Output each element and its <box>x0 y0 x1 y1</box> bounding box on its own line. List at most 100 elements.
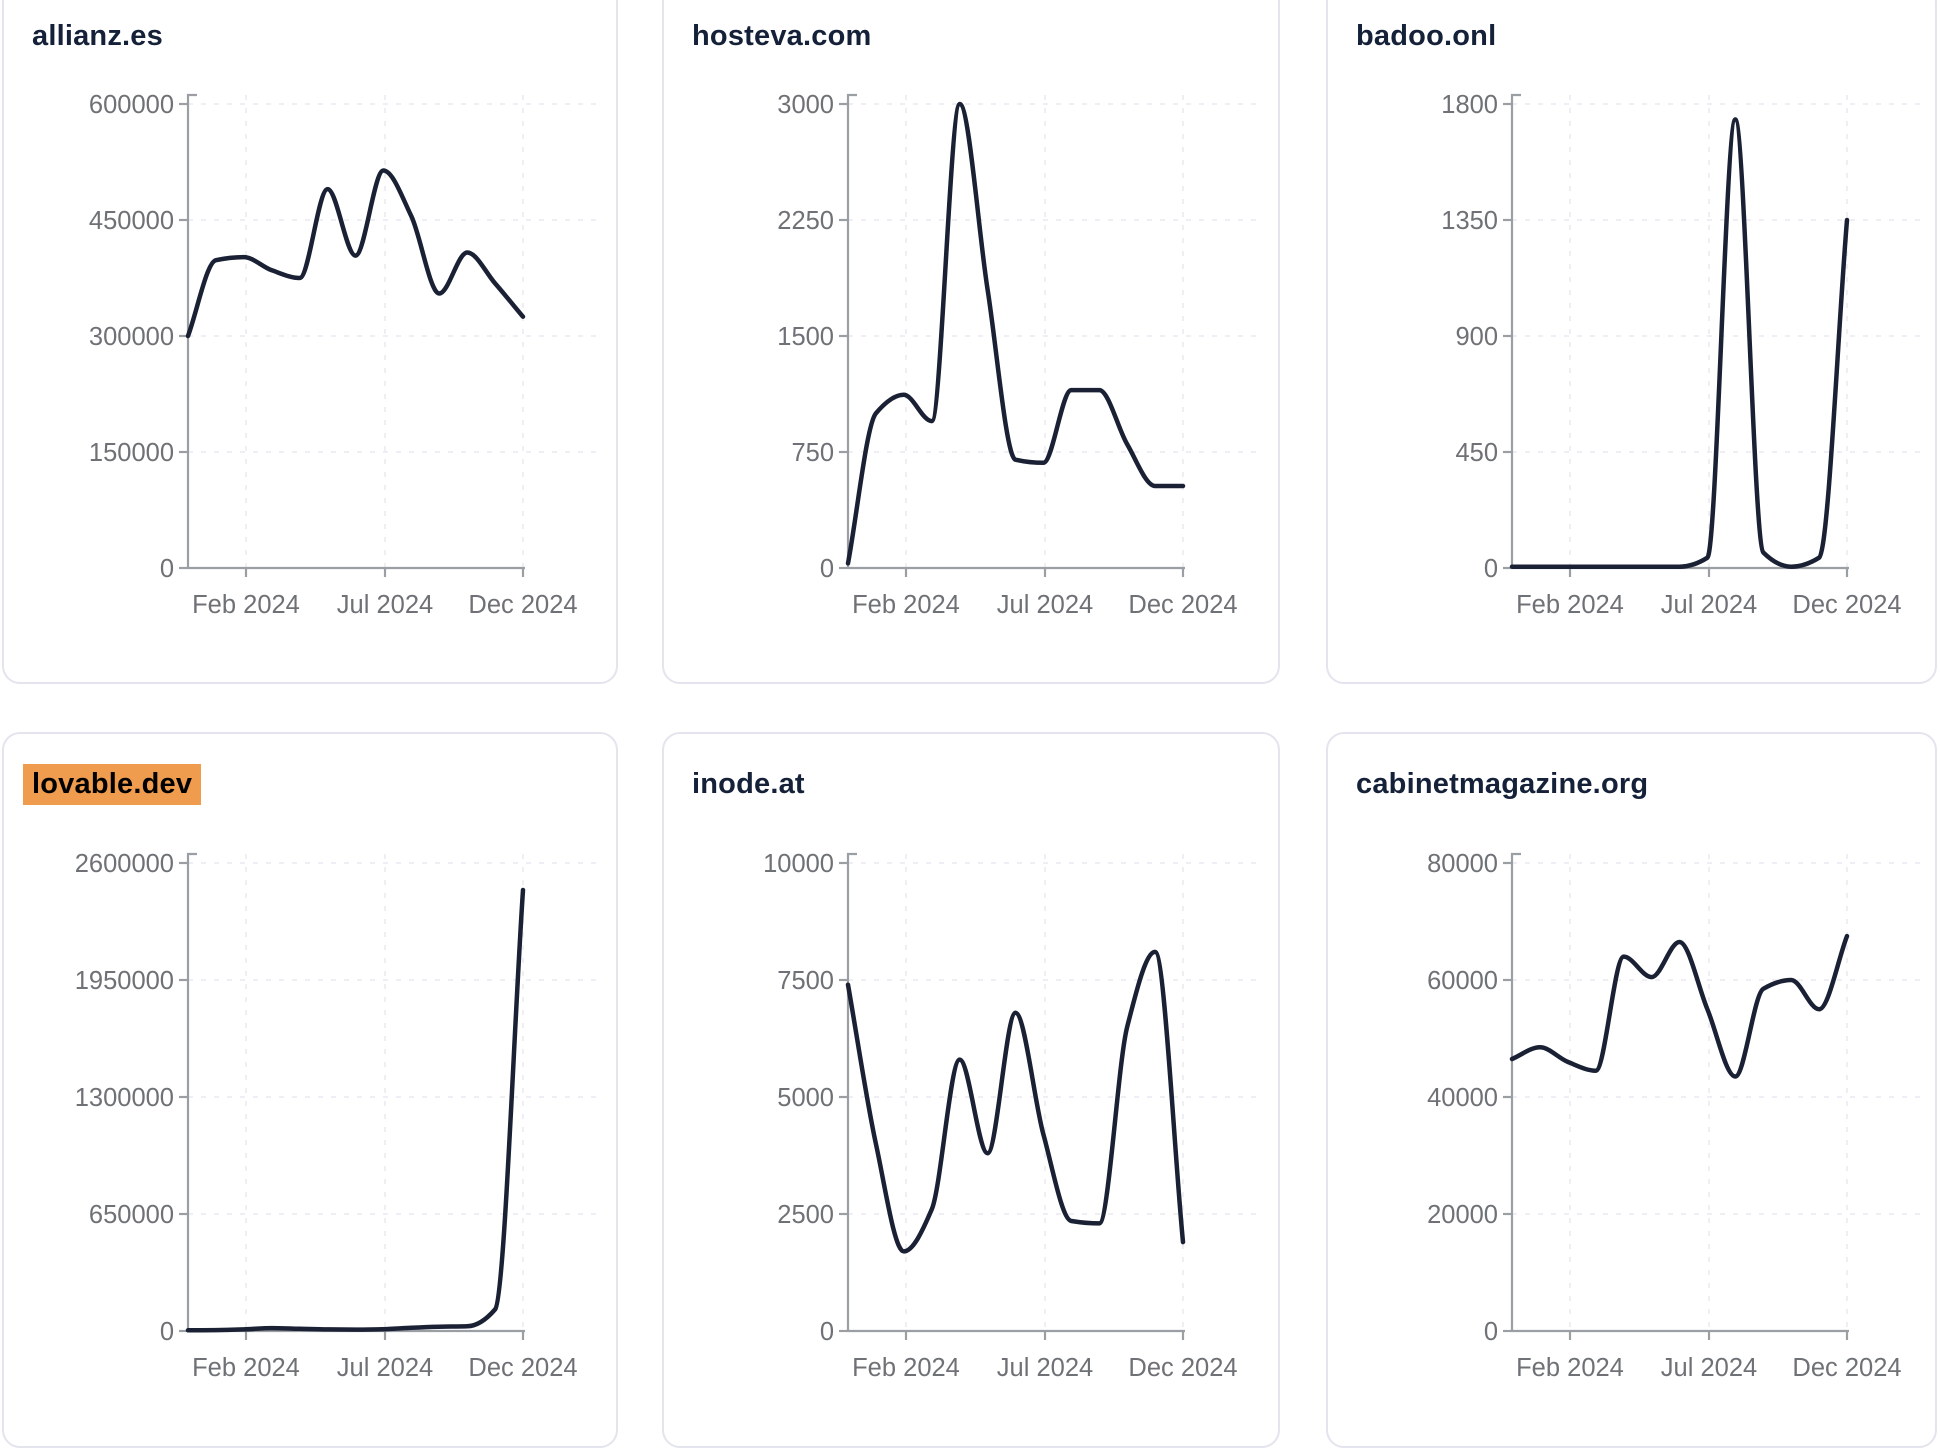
chart-title: badoo.onl <box>1356 20 1496 53</box>
x-tick-label: Dec 2024 <box>1128 591 1237 619</box>
y-tick-label: 650000 <box>89 1201 174 1229</box>
y-tick-label: 450000 <box>89 207 174 235</box>
x-tick-label: Jul 2024 <box>997 1354 1093 1382</box>
x-axis-labels: Feb 2024 Jul 2024 Dec 2024 <box>852 591 1237 619</box>
y-tick-label: 7500 <box>777 967 834 995</box>
y-axis-labels: 0 2500 5000 7500 10000 <box>763 850 834 1346</box>
chart-card-hosteva.com: hosteva.com 0 750 1500 2250 3000 Feb 2024 Jul … <box>662 0 1280 684</box>
y-tick-label: 20000 <box>1427 1201 1498 1229</box>
y-tick-label: 1300000 <box>75 1084 174 1112</box>
chart-title: inode.at <box>692 768 805 801</box>
x-tick-label: Feb 2024 <box>1516 1354 1624 1382</box>
y-tick-label: 0 <box>820 555 834 583</box>
y-axis-labels: 0 20000 40000 60000 80000 <box>1427 850 1498 1346</box>
y-tick-label: 450 <box>1455 439 1498 467</box>
y-tick-label: 1950000 <box>75 967 174 995</box>
y-tick-label: 900 <box>1455 323 1498 351</box>
chart-title: hosteva.com <box>692 20 872 53</box>
y-tick-label: 1350 <box>1441 207 1498 235</box>
y-axis-labels: 0 650000 1300000 1950000 2600000 <box>75 850 174 1346</box>
x-tick-label: Jul 2024 <box>997 591 1093 619</box>
chart-title: lovable.dev <box>23 764 202 805</box>
x-tick-label: Dec 2024 <box>1792 1354 1901 1382</box>
x-tick-label: Jul 2024 <box>337 591 433 619</box>
y-axis <box>186 93 197 568</box>
line-chart-allianz.es: 0 150000 300000 450000 600000 Feb 2024 Jul 202… <box>89 91 596 619</box>
y-tick-label: 60000 <box>1427 967 1498 995</box>
y-tick-label: 1500 <box>777 323 834 351</box>
line-chart-inode.at: 0 2500 5000 7500 10000 Feb 2024 Jul 2024 Dec 20… <box>763 850 1256 1382</box>
x-axis-labels: Feb 2024 Jul 2024 Dec 2024 <box>192 591 577 619</box>
chart-card-allianz.es: allianz.es 0 150000 300000 450000 600000 Feb … <box>2 0 618 684</box>
y-axis-labels: 0 450 900 1350 1800 <box>1441 91 1498 583</box>
x-tick-label: Dec 2024 <box>1792 591 1901 619</box>
axes <box>839 93 1185 577</box>
y-tick-label: 2250 <box>777 207 834 235</box>
line-chart-lovable.dev: 0 650000 1300000 1950000 2600000 Feb 2024 Jul … <box>75 850 596 1382</box>
gridlines <box>188 854 596 1331</box>
y-tick-label: 3000 <box>777 91 834 119</box>
y-tick-label: 150000 <box>89 439 174 467</box>
y-tick-label: 1800 <box>1441 91 1498 119</box>
chart-card-lovable.dev: lovable.dev 0 650000 1300000 1950000 2600000… <box>2 732 618 1448</box>
y-tick-label: 0 <box>820 1318 834 1346</box>
chart-card-badoo.onl: badoo.onl 0 450 900 1350 1800 Feb 2024 Jul 202… <box>1326 0 1937 684</box>
line-series <box>185 887 526 1333</box>
y-tick-label: 5000 <box>777 1084 834 1112</box>
y-axis <box>1510 93 1521 568</box>
axes <box>839 852 1185 1340</box>
gridlines <box>848 854 1256 1331</box>
y-axis <box>846 93 857 568</box>
line-series <box>185 168 526 339</box>
chart-title-text: cabinetmagazine.org <box>1356 768 1649 800</box>
line-series <box>1509 933 1850 1079</box>
chart-title-text: allianz.es <box>32 20 163 52</box>
y-axis <box>846 852 857 1331</box>
chart-card-inode.at: inode.at 0 2500 5000 7500 10000 Feb 2024 Jul 2… <box>662 732 1280 1448</box>
y-tick-label: 0 <box>160 1318 174 1346</box>
gridlines <box>188 95 596 568</box>
y-tick-label: 2600000 <box>75 850 174 878</box>
line-series <box>845 101 1186 566</box>
x-axis-labels: Feb 2024 Jul 2024 Dec 2024 <box>1516 591 1901 619</box>
x-tick-label: Feb 2024 <box>192 591 300 619</box>
y-tick-label: 0 <box>1484 555 1498 583</box>
chart-card-cabinetmagazine.org: cabinetmagazine.org 0 20000 40000 60000 8000… <box>1326 732 1937 1448</box>
x-tick-label: Dec 2024 <box>1128 1354 1237 1382</box>
chart-title: cabinetmagazine.org <box>1356 768 1648 801</box>
chart-title-text: badoo.onl <box>1356 20 1497 52</box>
chart-title-text: hosteva.com <box>692 20 872 52</box>
x-tick-label: Feb 2024 <box>852 1354 960 1382</box>
gridlines <box>848 95 1256 568</box>
x-tick-label: Dec 2024 <box>468 591 577 619</box>
y-axis-labels: 0 150000 300000 450000 600000 <box>89 91 174 583</box>
x-tick-label: Feb 2024 <box>1516 591 1624 619</box>
x-tick-label: Jul 2024 <box>337 1354 433 1382</box>
y-axis <box>1510 852 1521 1331</box>
line-chart-badoo.onl: 0 450 900 1350 1800 Feb 2024 Jul 2024 Dec 2024 <box>1441 91 1920 619</box>
x-axis-labels: Feb 2024 Jul 2024 Dec 2024 <box>852 1354 1237 1382</box>
x-tick-label: Jul 2024 <box>1661 591 1757 619</box>
gridlines <box>1512 95 1920 568</box>
gridlines <box>1512 854 1920 1331</box>
x-axis-labels: Feb 2024 Jul 2024 Dec 2024 <box>192 1354 577 1382</box>
chart-title-text: inode.at <box>692 768 805 800</box>
y-tick-label: 80000 <box>1427 850 1498 878</box>
x-axis-labels: Feb 2024 Jul 2024 Dec 2024 <box>1516 1354 1901 1382</box>
y-tick-label: 600000 <box>89 91 174 119</box>
y-tick-label: 2500 <box>777 1201 834 1229</box>
y-tick-label: 0 <box>160 555 174 583</box>
x-tick-label: Feb 2024 <box>192 1354 300 1382</box>
y-tick-label: 10000 <box>763 850 834 878</box>
y-axis <box>186 852 197 1331</box>
y-tick-label: 0 <box>1484 1318 1498 1346</box>
line-chart-hosteva.com: 0 750 1500 2250 3000 Feb 2024 Jul 2024 Dec 2024 <box>777 91 1256 619</box>
chart-title: allianz.es <box>32 20 163 53</box>
x-tick-label: Dec 2024 <box>468 1354 577 1382</box>
y-tick-label: 40000 <box>1427 1084 1498 1112</box>
line-series <box>1509 117 1850 569</box>
line-series <box>845 949 1186 1254</box>
chart-title-text: lovable.dev <box>23 764 202 805</box>
line-chart-cabinetmagazine.org: 0 20000 40000 60000 80000 Feb 2024 Jul 2024 Dec… <box>1427 850 1920 1382</box>
